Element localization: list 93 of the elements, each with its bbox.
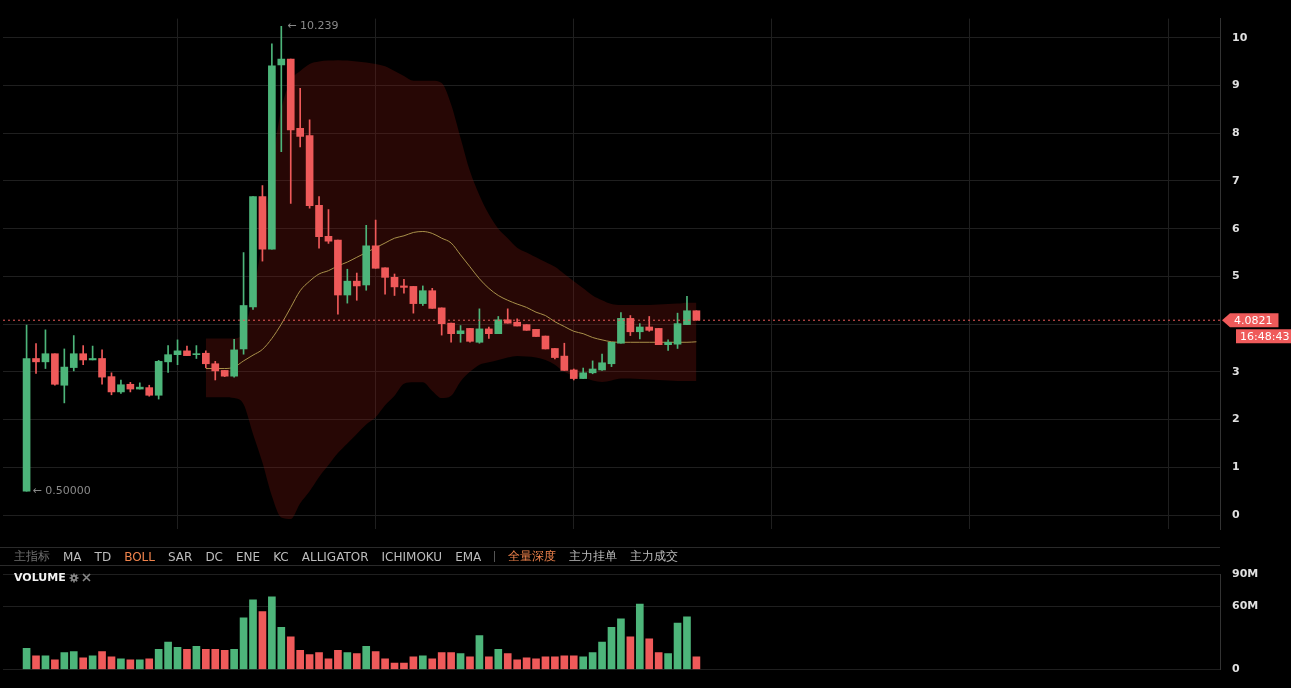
bar: [88, 655, 97, 670]
text: 16:48:43: [1240, 329, 1290, 343]
bar: [154, 649, 163, 670]
bar: [135, 659, 144, 670]
bar: [579, 656, 588, 670]
bar: [475, 635, 484, 670]
text: KC: [273, 549, 289, 564]
bar: [51, 659, 59, 670]
bar: [683, 616, 691, 670]
bar: [334, 650, 342, 670]
bar: [192, 645, 201, 670]
bar: [522, 657, 531, 670]
bar: [532, 658, 540, 670]
annotation: ← 10.239: [287, 19, 339, 33]
bar: [41, 655, 50, 670]
text: ALLIGATOR: [301, 549, 369, 564]
y-tick-label: 5: [1232, 269, 1240, 283]
chart-title: VOLUME: [14, 571, 66, 584]
bar: [494, 649, 503, 670]
candlestick: [654, 328, 663, 345]
bar: [315, 652, 323, 670]
line-series: [205, 231, 697, 370]
bar: [466, 656, 474, 670]
bar: [230, 649, 238, 670]
bar: [79, 657, 88, 670]
bar: [588, 652, 597, 670]
annotation: ← 0.50000: [32, 484, 91, 498]
candlestick: [220, 370, 229, 377]
y-tick-label: 60M: [1232, 599, 1259, 613]
y-tick-label: 8: [1232, 126, 1240, 140]
text: MA: [63, 549, 82, 564]
bar: [249, 599, 257, 670]
bar: [164, 641, 172, 670]
text: SAR: [167, 549, 193, 564]
text: 主力成交: [630, 548, 679, 565]
bar: [456, 653, 465, 670]
text: EMA: [455, 549, 482, 564]
candlestick: [532, 329, 540, 337]
ref-line-label: 4.0821: [1234, 313, 1273, 327]
bar: [569, 655, 578, 670]
bar: [98, 651, 106, 670]
bar: [692, 656, 701, 670]
bar: [173, 646, 182, 670]
bar: [626, 636, 635, 670]
y-tick-label: 10: [1232, 30, 1248, 44]
bar: [145, 658, 154, 670]
y-tick-label: 0: [1232, 507, 1240, 521]
y-tick-label: 9: [1232, 78, 1240, 92]
bar: [607, 626, 616, 670]
bar: [418, 655, 427, 670]
y-tick-label: 7: [1232, 173, 1240, 187]
bar: [352, 653, 361, 670]
bar: [664, 653, 672, 670]
bar: [362, 645, 371, 670]
text: TD: [94, 549, 112, 564]
bar: [400, 662, 408, 670]
bar: [371, 651, 380, 670]
bar: [673, 622, 682, 670]
text: 主力挂单: [569, 548, 618, 565]
text: BOLL: [124, 549, 155, 564]
bar: [239, 617, 248, 670]
bar: [69, 651, 78, 670]
y-tick-label: 3: [1232, 364, 1240, 378]
bar: [107, 656, 116, 670]
bar: [381, 658, 389, 670]
bar: [183, 649, 191, 670]
bar: [305, 654, 314, 670]
text: 全量深度: [508, 548, 557, 565]
bar: [428, 658, 437, 670]
y-tick-label: 2: [1232, 412, 1240, 426]
bar: [343, 652, 352, 670]
bar: [32, 655, 40, 670]
y-tick-label: 6: [1232, 221, 1240, 235]
bar: [117, 658, 125, 670]
text: ICHIMOKU: [381, 549, 443, 564]
bar: [22, 648, 31, 670]
y-tick-label: 0: [1232, 662, 1240, 676]
bar: [645, 638, 654, 670]
bar: [60, 652, 69, 670]
text: ENE: [236, 549, 261, 564]
bar: [409, 656, 418, 670]
bar: [598, 641, 606, 670]
bar: [220, 650, 229, 670]
text: DC: [205, 549, 223, 564]
y-tick-label: 90M: [1232, 567, 1259, 581]
bar: [635, 603, 644, 670]
y-tick-label: 1: [1232, 460, 1240, 474]
bar: [258, 611, 267, 670]
bar: [617, 618, 625, 670]
bar: [654, 652, 663, 670]
bar: [541, 656, 550, 670]
text: 主指标: [14, 548, 50, 565]
bar: [485, 656, 493, 670]
